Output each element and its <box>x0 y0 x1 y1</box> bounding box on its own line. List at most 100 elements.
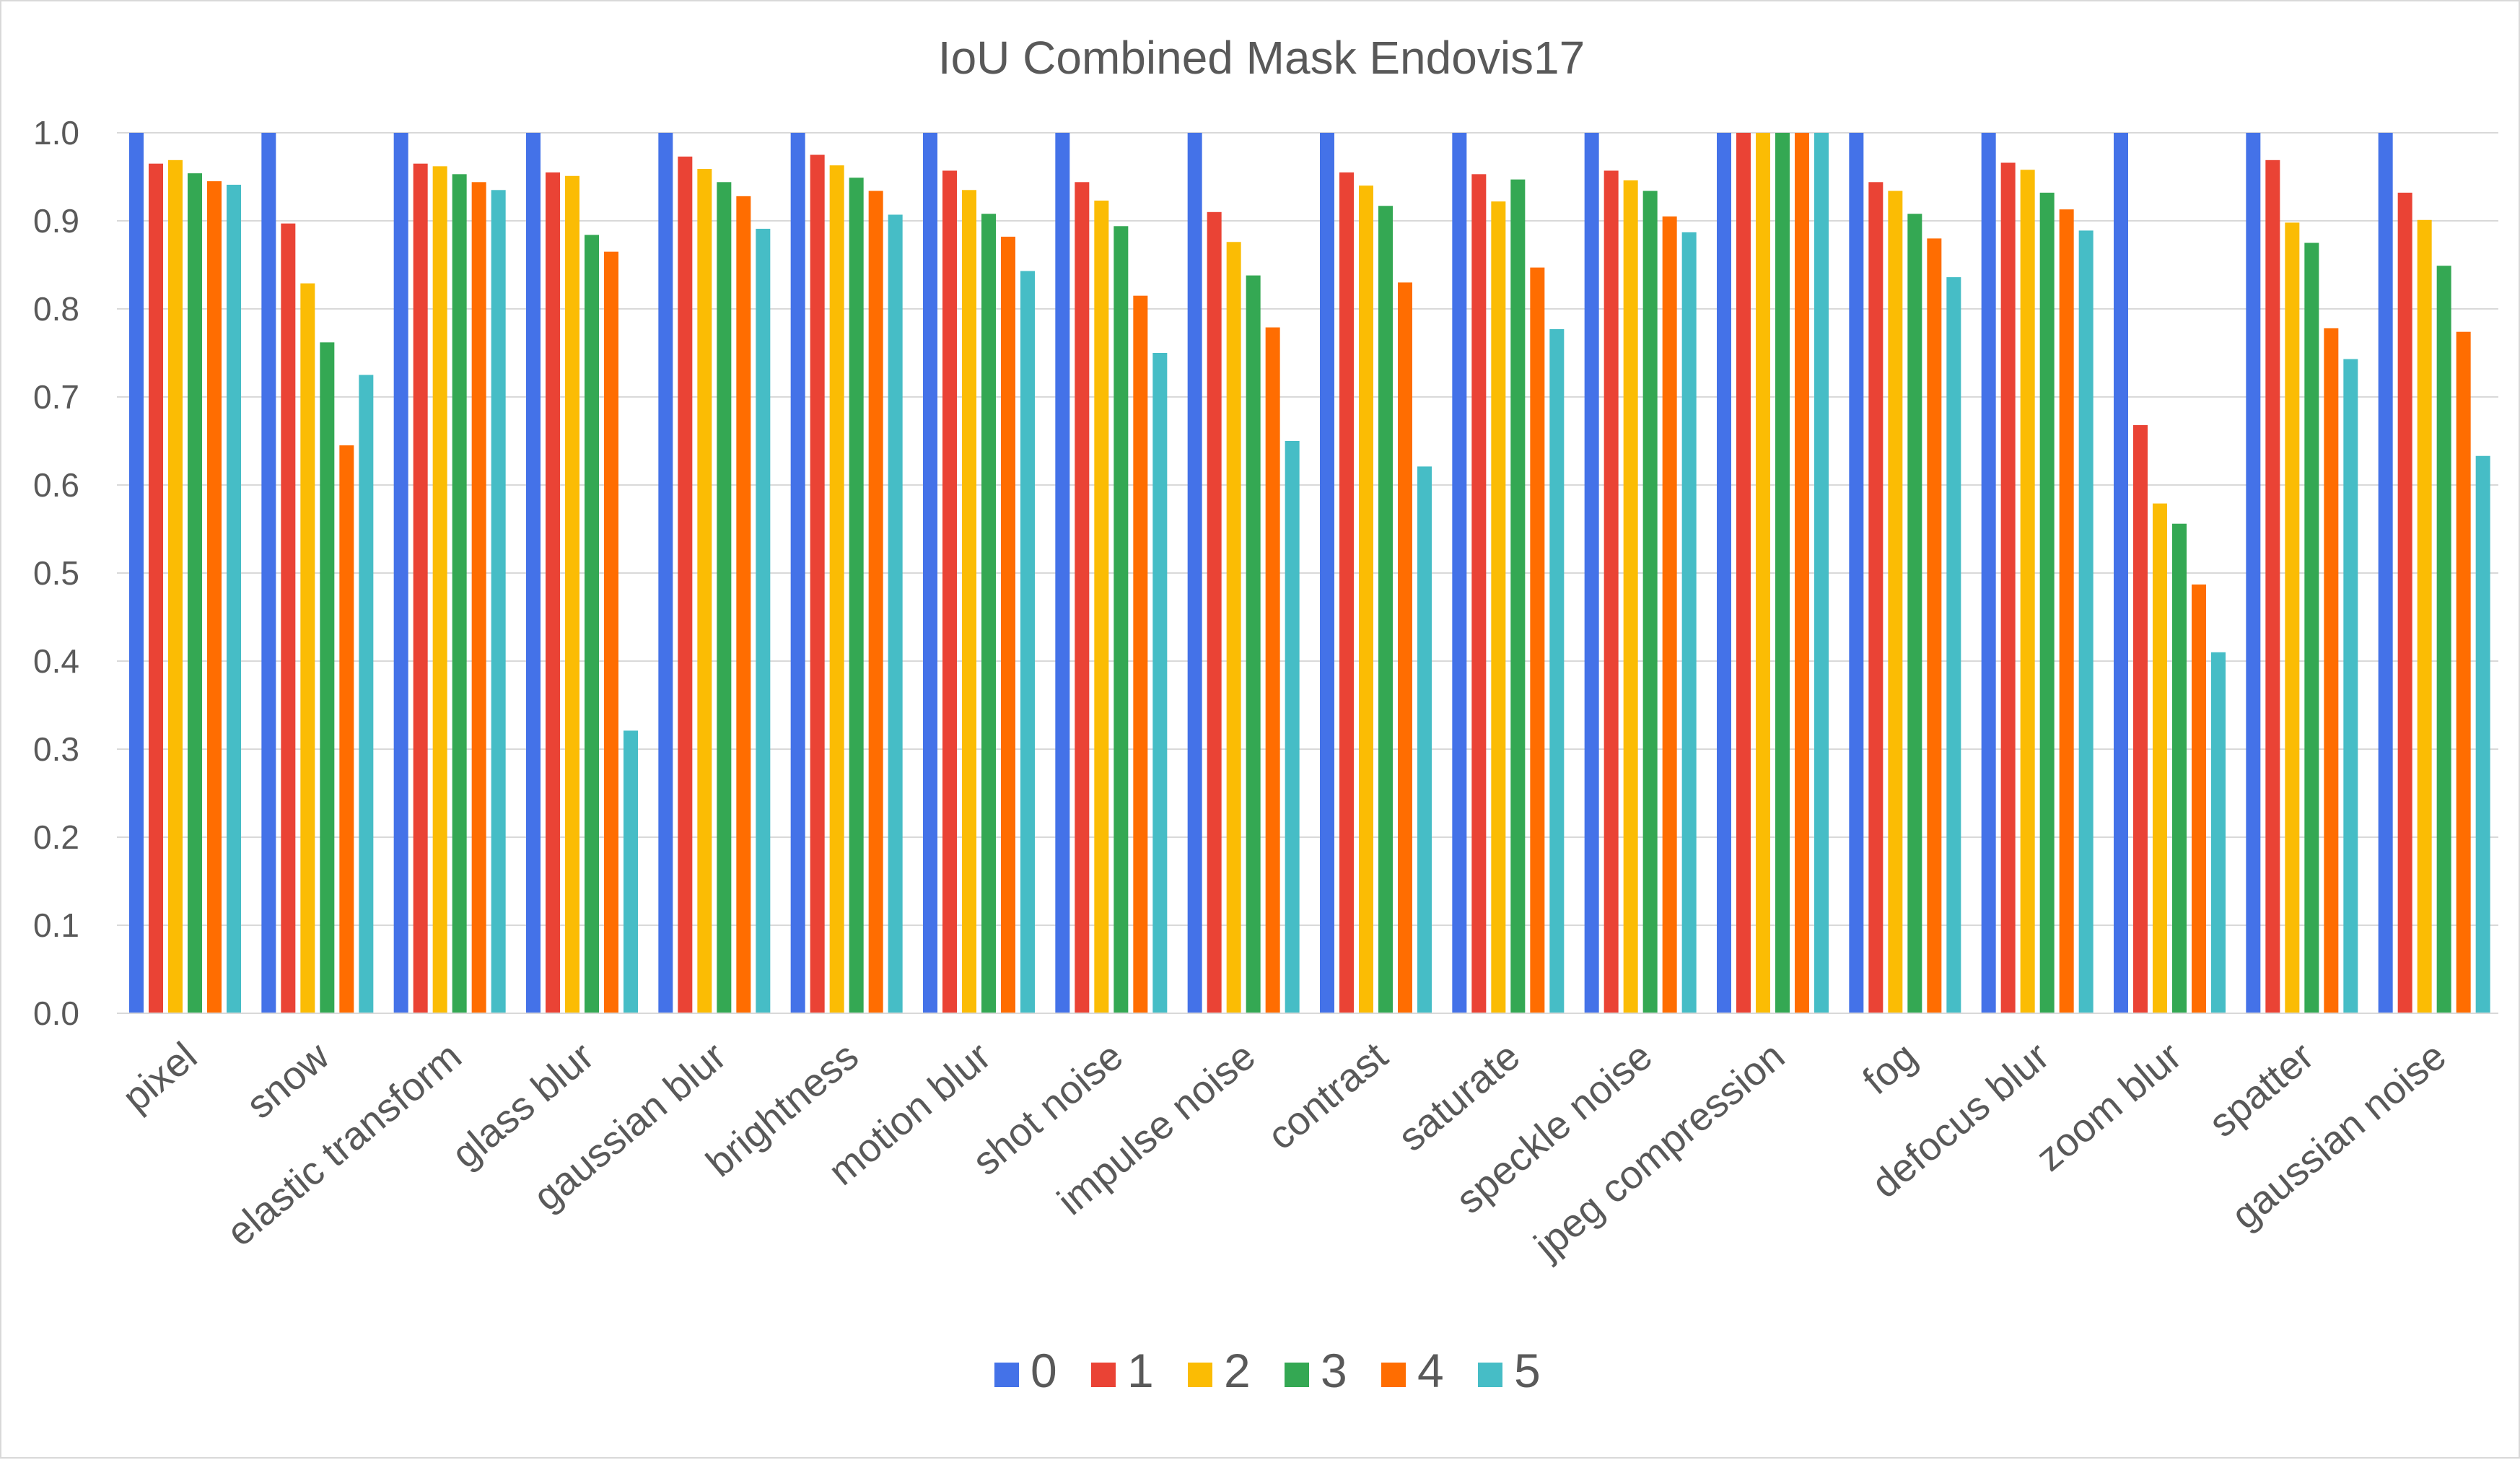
bar-2 <box>168 159 183 1013</box>
bar-4 <box>2192 584 2206 1013</box>
bar-2 <box>565 175 579 1013</box>
bar-1 <box>1736 133 1751 1013</box>
y-tick-label: 1.0 <box>33 114 79 152</box>
x-category-label: snow <box>237 1033 337 1127</box>
bar-1 <box>149 163 163 1014</box>
bar-3 <box>585 235 599 1013</box>
y-tick-label: 0.6 <box>33 466 79 504</box>
bar-4 <box>2456 331 2471 1014</box>
bar-1 <box>281 223 296 1013</box>
chart-title: IoU Combined Mask Endovis17 <box>938 32 1585 84</box>
bar-3 <box>1114 226 1129 1013</box>
bar-0 <box>1055 133 1070 1013</box>
bar-5 <box>1285 441 1300 1013</box>
bar-4 <box>736 196 751 1014</box>
bar-1 <box>942 170 957 1014</box>
x-category-label: contrast <box>1259 1033 1396 1158</box>
bar-5 <box>2343 359 2358 1013</box>
legend: 0 1 2 3 4 5 <box>994 1344 1541 1397</box>
bar-3 <box>1775 133 1790 1013</box>
bar-0 <box>1981 133 1996 1013</box>
x-category-label: fog <box>1854 1033 1925 1103</box>
bar-2 <box>1226 242 1241 1013</box>
legend-swatch <box>1381 1363 1406 1387</box>
bar-4 <box>604 251 618 1014</box>
bar-0 <box>129 133 144 1013</box>
bar-1 <box>810 154 825 1013</box>
bar-4 <box>2059 209 2074 1013</box>
y-tick-label: 0.8 <box>33 290 79 328</box>
bar-2 <box>300 283 315 1013</box>
bar-3 <box>1907 214 1922 1013</box>
bar-5 <box>2078 230 2094 1013</box>
bar-2 <box>2153 503 2167 1013</box>
x-category-label: pixel <box>114 1033 206 1120</box>
bar-4 <box>1530 267 1545 1013</box>
bar-3 <box>2039 192 2055 1014</box>
bar-0 <box>2114 133 2128 1013</box>
bar-0 <box>261 133 276 1013</box>
bar-0 <box>1584 133 1599 1013</box>
bar-4 <box>1001 236 1015 1014</box>
bar-1 <box>1075 182 1090 1013</box>
bar-0 <box>1452 133 1467 1013</box>
bar-1 <box>2133 425 2148 1013</box>
bar-5 <box>1946 277 1961 1014</box>
bar-5 <box>1020 271 1035 1013</box>
y-axis-ticks: 0.0 0.1 0.2 0.3 0.4 0.5 0.6 0.7 0.8 0.9 1.0 <box>33 114 79 1032</box>
x-category-label: elastic transform <box>218 1033 470 1255</box>
legend-label: 4 <box>1417 1344 1444 1397</box>
bar-1 <box>1471 174 1487 1014</box>
bar-3 <box>1642 191 1658 1013</box>
bar-4 <box>207 181 222 1014</box>
bar-4 <box>1133 295 1148 1013</box>
bar-4 <box>1265 327 1280 1013</box>
bar-3 <box>1378 206 1393 1013</box>
legend-swatch <box>1188 1363 1212 1387</box>
y-tick-label: 0.3 <box>33 730 79 768</box>
bar-0 <box>1187 133 1202 1013</box>
bar-1 <box>2000 162 2016 1014</box>
y-tick-label: 0.5 <box>33 554 79 592</box>
legend-label: 3 <box>1321 1344 1347 1397</box>
bar-4 <box>1662 216 1677 1013</box>
bar-2 <box>1623 180 1638 1013</box>
bar-3 <box>2304 242 2319 1013</box>
bar-3 <box>188 173 202 1013</box>
bar-5 <box>624 730 638 1013</box>
bar-2 <box>829 165 844 1013</box>
bar-3 <box>452 174 467 1014</box>
bar-1 <box>678 156 693 1014</box>
bar-4 <box>471 182 486 1013</box>
bar-5 <box>1417 466 1432 1013</box>
bar-3 <box>1510 179 1526 1013</box>
bar-5 <box>1681 232 1697 1013</box>
bar-2 <box>1491 201 1506 1013</box>
legend-label: 5 <box>1514 1344 1541 1397</box>
bar-5 <box>2211 652 2226 1013</box>
bar-4 <box>1927 238 1942 1013</box>
bar-2 <box>2417 219 2432 1013</box>
bar-0 <box>1320 133 1334 1013</box>
y-tick-label: 0.4 <box>33 642 79 680</box>
bar-1 <box>413 163 428 1014</box>
bar-5 <box>2475 455 2490 1013</box>
bar-5 <box>359 375 374 1013</box>
bar-4 <box>2324 328 2339 1014</box>
bar-2 <box>962 190 976 1013</box>
x-category-label: spatter <box>2200 1033 2322 1146</box>
legend-swatch <box>1285 1363 1309 1387</box>
bar-5 <box>227 184 241 1014</box>
bar-3 <box>849 178 864 1014</box>
bar-5 <box>491 190 506 1013</box>
bar-3 <box>717 182 732 1013</box>
gridlines <box>117 132 2498 926</box>
bar-2 <box>1359 185 1373 1014</box>
bar-0 <box>658 133 673 1013</box>
legend-swatch <box>1091 1363 1116 1387</box>
bar-0 <box>2246 133 2261 1013</box>
bar-4 <box>339 445 354 1013</box>
legend-label: 2 <box>1224 1344 1251 1397</box>
